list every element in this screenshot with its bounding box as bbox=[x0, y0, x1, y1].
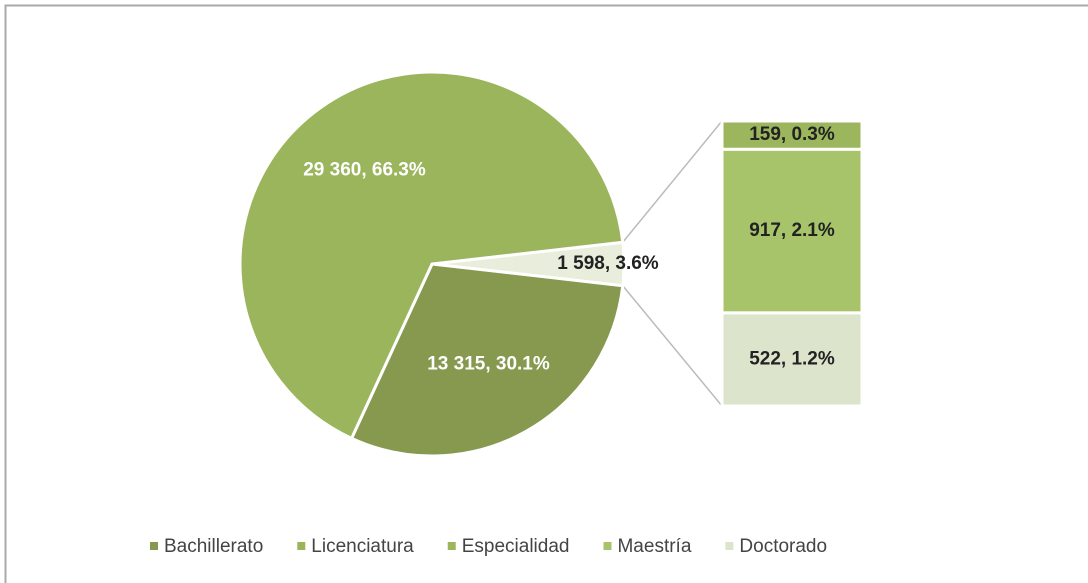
legend-label: Maestría bbox=[617, 536, 691, 557]
legend-swatch bbox=[150, 542, 158, 550]
legend-swatch bbox=[603, 542, 612, 550]
legend-swatch bbox=[447, 542, 456, 550]
pie-slice bbox=[238, 70, 625, 441]
legend-label: Licenciatura bbox=[311, 536, 414, 557]
legend-label: Bachillerato bbox=[164, 536, 263, 557]
data-label: 29 360, 66.3% bbox=[303, 160, 426, 181]
data-label: 1 598, 3.6% bbox=[557, 253, 659, 274]
bar-segment bbox=[720, 119, 864, 151]
data-label: 159, 0.3% bbox=[749, 124, 835, 145]
legend-swatch bbox=[297, 542, 306, 550]
bar-segment bbox=[720, 311, 864, 408]
pie-slice bbox=[349, 262, 625, 458]
legend-swatch bbox=[725, 542, 734, 550]
data-label: 522, 1.2% bbox=[749, 348, 835, 369]
frame bbox=[4, 4, 1088, 583]
connector bbox=[622, 285, 723, 407]
data-label: 13 315, 30.1% bbox=[427, 353, 550, 374]
bar-segment bbox=[720, 147, 864, 315]
data-label: 917, 2.1% bbox=[749, 220, 835, 241]
legend-label: Doctorado bbox=[739, 536, 827, 557]
connector bbox=[622, 120, 723, 243]
legend-label: Especialidad bbox=[462, 536, 570, 557]
